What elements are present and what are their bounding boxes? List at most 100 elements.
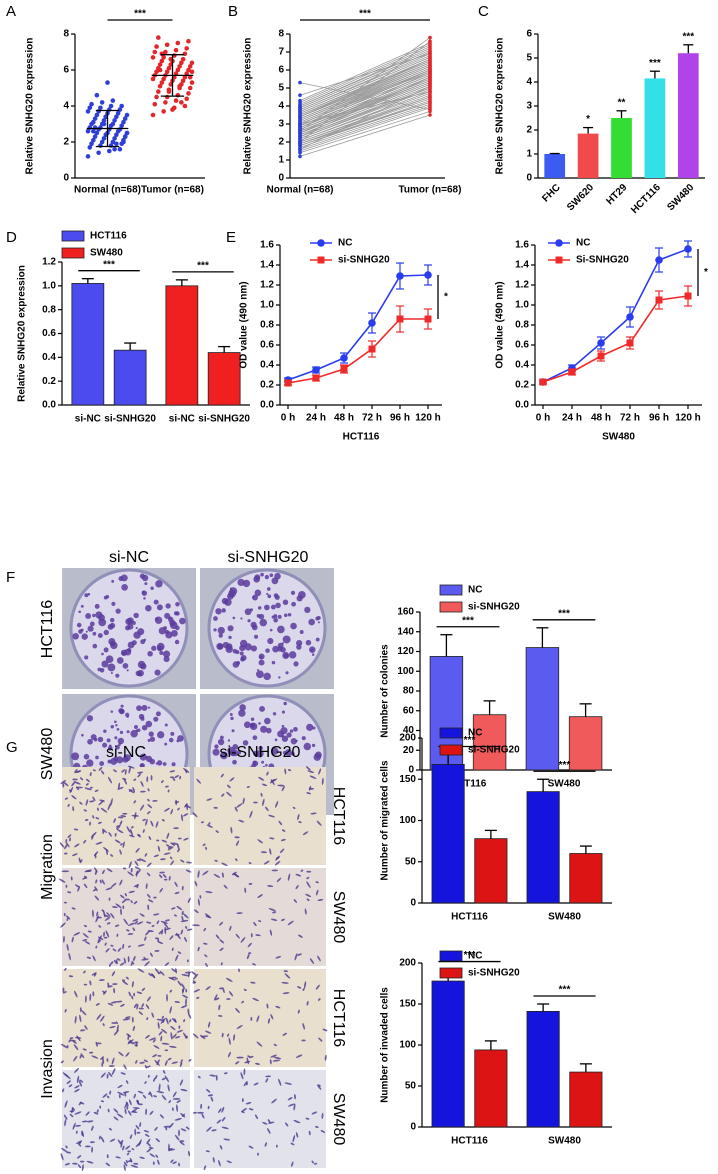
cell xyxy=(186,959,189,963)
colony xyxy=(145,755,153,763)
cell xyxy=(64,852,68,855)
colony xyxy=(105,655,114,664)
cell xyxy=(315,889,319,896)
colony xyxy=(170,731,175,736)
cell xyxy=(159,970,165,976)
colony xyxy=(228,750,234,756)
bar xyxy=(544,154,566,178)
cell xyxy=(154,1075,158,1080)
cell xyxy=(284,1082,293,1085)
colony xyxy=(266,727,272,734)
cell xyxy=(102,1093,108,1098)
data-point xyxy=(298,147,302,151)
cell xyxy=(169,989,173,993)
colony xyxy=(281,734,284,738)
colony xyxy=(107,624,114,630)
cell xyxy=(62,991,67,994)
cell xyxy=(160,858,166,861)
colony xyxy=(177,735,184,742)
cell xyxy=(71,794,77,800)
cell xyxy=(178,1129,180,1137)
cell xyxy=(95,817,100,820)
cell xyxy=(134,860,139,867)
cell xyxy=(76,786,80,791)
cell xyxy=(175,967,177,974)
cell xyxy=(146,776,149,783)
data-point xyxy=(177,64,182,69)
cell xyxy=(89,771,92,777)
cell xyxy=(275,956,282,959)
colony xyxy=(290,622,297,630)
cell xyxy=(132,927,136,932)
cell xyxy=(77,1155,82,1159)
cell xyxy=(147,899,154,903)
colony xyxy=(249,722,258,731)
cell xyxy=(255,934,261,937)
cell xyxy=(98,766,103,771)
cell xyxy=(79,1079,84,1083)
colony xyxy=(165,603,171,609)
cell xyxy=(317,898,324,902)
cell xyxy=(122,943,125,950)
cell xyxy=(267,1119,271,1124)
cell xyxy=(236,803,243,808)
legend-label: NC xyxy=(468,728,482,739)
cell xyxy=(94,853,97,859)
pair-line xyxy=(299,76,431,130)
colony xyxy=(92,631,97,636)
cell xyxy=(280,838,286,842)
group-label: Migration xyxy=(39,834,56,900)
cell xyxy=(182,813,189,817)
cell xyxy=(110,912,115,919)
data-point xyxy=(396,315,404,323)
y-tick-label: 0.0 xyxy=(260,400,274,411)
cell xyxy=(120,1072,126,1075)
cell xyxy=(131,1108,138,1113)
cell xyxy=(100,1100,105,1103)
data-point xyxy=(152,49,158,55)
colony xyxy=(107,759,112,764)
panel-letter: E xyxy=(226,229,236,246)
cell xyxy=(103,914,109,918)
cell xyxy=(226,998,231,1000)
cell xyxy=(138,1139,142,1146)
y-axis-title: OD value (490 nm) xyxy=(495,281,506,368)
cell xyxy=(101,770,105,775)
cell xyxy=(124,1108,127,1115)
cell xyxy=(242,797,245,805)
cell xyxy=(175,1035,181,1039)
cell xyxy=(153,1077,156,1082)
cell xyxy=(89,1051,94,1054)
colony xyxy=(86,715,94,722)
cell xyxy=(164,962,170,967)
cell xyxy=(213,994,218,1001)
colony xyxy=(155,580,163,588)
cell xyxy=(142,1094,147,1099)
cell xyxy=(215,934,220,940)
cell xyxy=(122,979,126,982)
cell xyxy=(164,785,169,788)
cell xyxy=(204,954,208,958)
cell xyxy=(133,778,137,781)
cell xyxy=(188,1058,192,1062)
cell xyxy=(164,926,167,935)
cell xyxy=(272,1059,281,1062)
colony xyxy=(103,729,107,733)
colony xyxy=(264,717,271,725)
colony xyxy=(258,722,261,725)
cell xyxy=(235,1061,240,1065)
cell xyxy=(290,1142,295,1146)
x-tick-label: 96 h xyxy=(649,413,669,424)
colony xyxy=(71,752,80,761)
cell xyxy=(222,987,225,994)
bar xyxy=(71,283,105,406)
cell xyxy=(146,1148,152,1153)
cell xyxy=(79,1007,82,1013)
colony xyxy=(301,736,306,741)
cell xyxy=(73,828,79,831)
cell xyxy=(72,1122,76,1130)
cell xyxy=(145,1034,150,1039)
cell xyxy=(92,796,96,802)
cell xyxy=(161,780,164,784)
data-point xyxy=(114,114,119,120)
